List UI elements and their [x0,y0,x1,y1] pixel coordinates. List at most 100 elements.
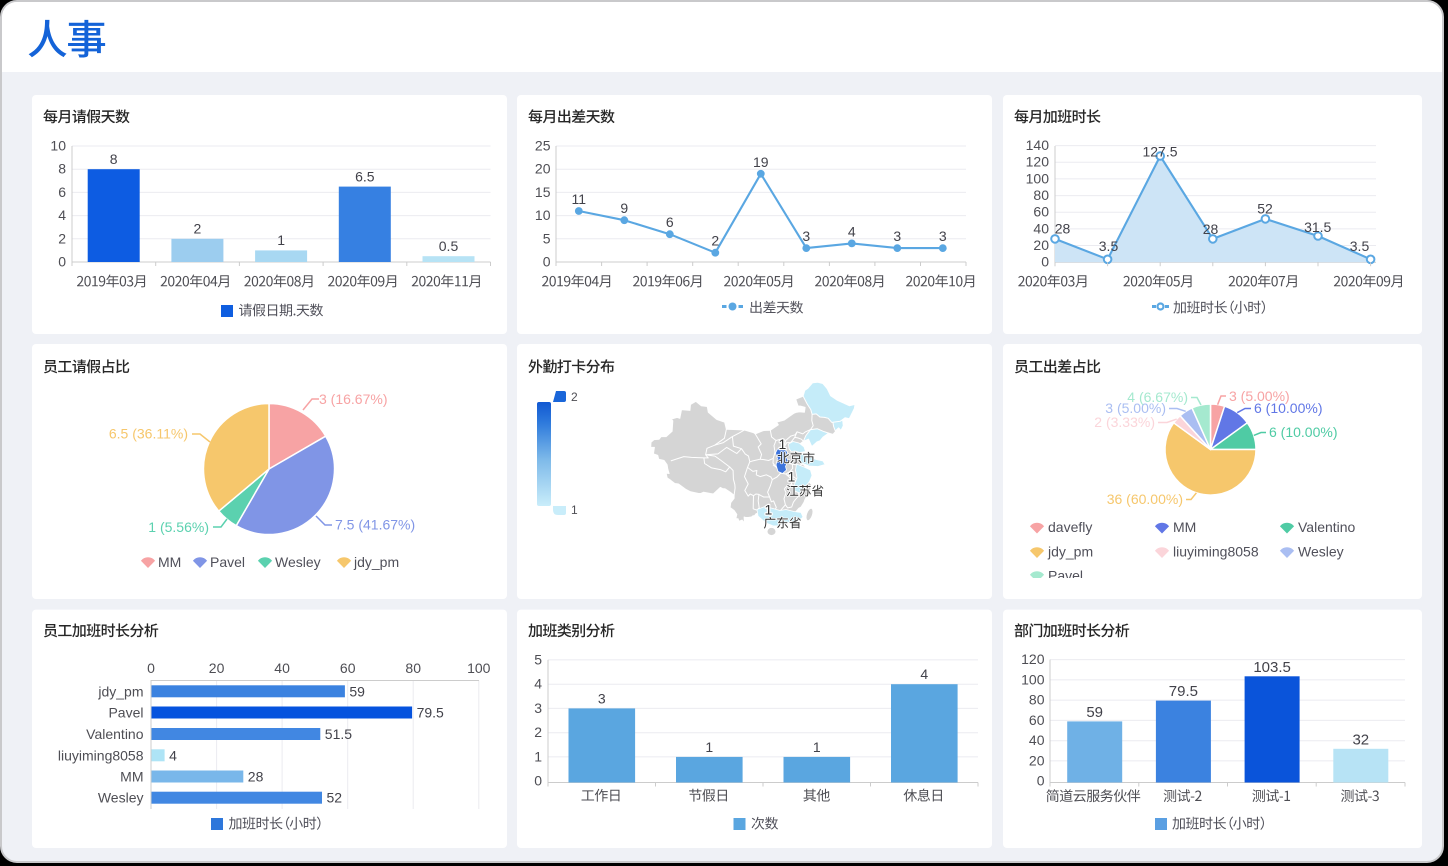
svg-text:6.5: 6.5 [355,168,375,184]
svg-text:1: 1 [277,232,285,248]
svg-text:Valentino: Valentino [1298,519,1356,535]
svg-text:28: 28 [1055,221,1071,237]
svg-text:28: 28 [1203,221,1219,237]
svg-text:59: 59 [1086,704,1103,721]
svg-text:1: 1 [779,436,787,452]
svg-text:100: 100 [1026,170,1050,186]
svg-text:3.5: 3.5 [1350,238,1370,254]
svg-text:60: 60 [340,660,356,676]
svg-text:2: 2 [711,233,719,249]
svg-text:140: 140 [1026,137,1050,153]
svg-text:Wesley: Wesley [275,554,321,570]
svg-text:liuyiming8058: liuyiming8058 [1173,544,1259,560]
svg-text:jdy_pm: jdy_pm [97,683,143,699]
svg-text:0: 0 [1037,773,1045,789]
svg-text:79.5: 79.5 [417,705,444,721]
svg-text:3 (16.67%): 3 (16.67%) [319,391,387,407]
svg-text:60: 60 [1033,204,1049,220]
svg-text:Wesley: Wesley [1298,544,1344,560]
svg-text:0.5: 0.5 [439,238,459,254]
svg-text:0: 0 [534,773,542,789]
svg-text:2: 2 [571,390,578,404]
svg-text:36 (60.00%): 36 (60.00%) [1107,491,1183,507]
svg-text:1: 1 [788,469,796,485]
svg-text:127.5: 127.5 [1142,144,1177,160]
svg-text:7.5 (41.67%): 7.5 (41.67%) [335,517,415,533]
svg-text:9: 9 [620,200,628,216]
svg-text:3.5: 3.5 [1099,238,1119,254]
svg-text:4: 4 [169,747,177,763]
svg-text:MM: MM [120,769,143,785]
svg-text:Valentino: Valentino [86,726,144,742]
svg-text:Pavel: Pavel [210,554,245,570]
svg-text:40: 40 [274,660,290,676]
svg-text:25: 25 [535,138,551,154]
svg-text:5: 5 [534,651,542,667]
svg-text:3: 3 [939,228,947,244]
svg-text:52: 52 [327,790,343,806]
svg-text:6: 6 [58,184,66,200]
svg-text:1: 1 [571,503,578,517]
svg-text:0: 0 [1041,254,1049,270]
svg-text:11: 11 [572,191,587,207]
svg-text:2: 2 [534,724,542,740]
svg-text:4: 4 [920,666,928,682]
svg-text:100: 100 [467,660,491,676]
svg-text:52: 52 [1257,200,1273,216]
svg-text:Wesley: Wesley [98,790,144,806]
svg-text:3: 3 [802,228,810,244]
svg-text:120: 120 [1026,154,1050,170]
svg-text:28: 28 [248,769,264,785]
svg-text:40: 40 [1029,732,1045,748]
svg-text:MM: MM [1173,519,1196,535]
svg-text:3: 3 [598,690,606,706]
svg-text:79.5: 79.5 [1169,683,1198,700]
svg-text:0: 0 [58,254,66,270]
svg-text:6 (10.00%): 6 (10.00%) [1254,400,1322,416]
svg-text:6 (10.00%): 6 (10.00%) [1269,424,1337,440]
svg-text:3 (5.00%): 3 (5.00%) [1105,400,1166,416]
svg-text:103.5: 103.5 [1253,659,1291,676]
svg-text:Pavel: Pavel [108,705,143,721]
svg-text:MM: MM [158,554,181,570]
svg-text:20: 20 [1029,752,1045,768]
svg-text:4: 4 [58,207,66,223]
svg-text:4: 4 [848,223,856,239]
svg-text:100: 100 [1021,671,1045,687]
svg-text:jdy_pm: jdy_pm [1047,544,1093,560]
svg-text:6.5 (36.11%): 6.5 (36.11%) [109,426,188,442]
svg-text:1: 1 [813,739,821,755]
svg-text:8: 8 [110,151,118,167]
svg-text:1: 1 [765,502,773,518]
svg-text:3: 3 [893,228,901,244]
svg-text:davefly: davefly [1048,519,1092,535]
svg-text:3: 3 [534,700,542,716]
svg-text:20: 20 [535,161,551,177]
svg-text:6: 6 [666,214,674,230]
svg-text:20: 20 [1033,237,1049,253]
svg-text:10: 10 [535,207,551,223]
svg-text:5: 5 [543,230,551,246]
svg-text:4: 4 [534,676,542,692]
svg-text:Pavel: Pavel [1048,568,1083,584]
svg-text:120: 120 [1021,651,1045,667]
svg-text:3 (5.00%): 3 (5.00%) [1229,388,1290,404]
svg-text:31.5: 31.5 [1304,219,1331,235]
svg-text:2: 2 [58,230,66,246]
svg-text:1: 1 [534,748,542,764]
svg-text:1: 1 [705,739,713,755]
svg-text:59: 59 [349,683,365,699]
svg-text:0: 0 [147,660,155,676]
svg-text:0: 0 [543,254,551,270]
svg-text:80: 80 [405,660,421,676]
svg-text:liuyiming8058: liuyiming8058 [58,747,144,763]
svg-text:20: 20 [209,660,225,676]
svg-text:80: 80 [1033,187,1049,203]
svg-text:4 (6.67%): 4 (6.67%) [1127,389,1188,405]
svg-text:51.5: 51.5 [325,726,352,742]
svg-text:19: 19 [753,154,769,170]
svg-text:2 (3.33%): 2 (3.33%) [1094,414,1155,430]
svg-text:1 (5.56%): 1 (5.56%) [148,519,209,535]
svg-text:8: 8 [58,161,66,177]
svg-text:32: 32 [1352,731,1369,748]
